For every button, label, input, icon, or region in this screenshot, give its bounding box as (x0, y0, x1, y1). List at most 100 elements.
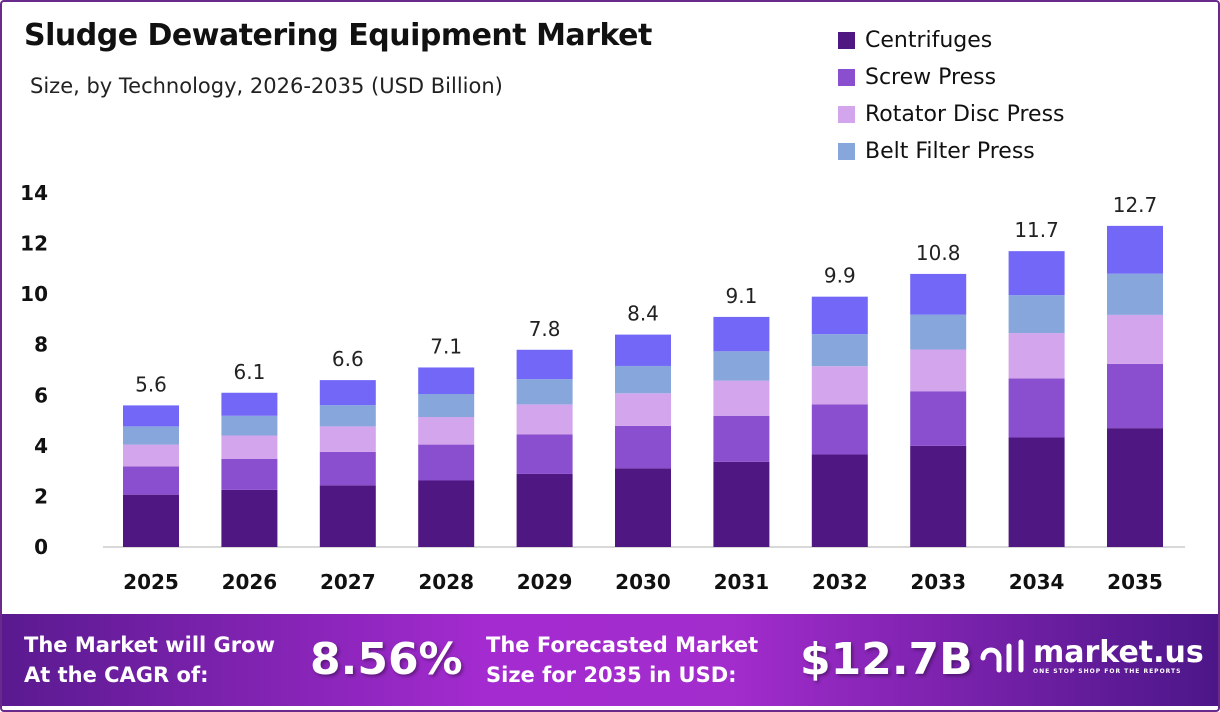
bar-segment-rotator-disc-press (1008, 333, 1065, 379)
bar-segment-belt-filter-press (615, 365, 671, 394)
bar-segment-series-5 (1008, 251, 1065, 296)
bar-segment-rotator-disc-press (123, 444, 179, 467)
bar-segment-centrifuges (910, 445, 967, 547)
bar-segment-series-5 (615, 334, 671, 366)
chart-title: Sludge Dewatering Equipment Market (24, 18, 652, 53)
bar-segment-rotator-disc-press (811, 366, 868, 405)
bar-segment-centrifuges (123, 494, 179, 547)
x-tick-label: 2026 (222, 570, 278, 594)
bar-segment-rotator-disc-press (516, 404, 573, 435)
bar-segment-rotator-disc-press (910, 349, 967, 392)
x-tick-label: 2032 (812, 570, 868, 594)
bar-segment-belt-filter-press (1008, 295, 1065, 334)
total-data-label: 11.7 (1014, 218, 1059, 242)
total-data-label: 12.7 (1113, 193, 1158, 217)
bar-segment-centrifuges (615, 468, 671, 547)
bar-segment-centrifuges (713, 461, 770, 547)
legend-label: Screw Press (865, 65, 997, 90)
bar-segment-centrifuges (1008, 437, 1065, 547)
x-tick-label: 2030 (615, 570, 671, 594)
total-data-label: 9.1 (725, 284, 757, 308)
bar-segment-belt-filter-press (418, 394, 475, 418)
bar-segment-centrifuges (811, 454, 868, 547)
market-us-logo: market.us ONE STOP SHOP FOR THE REPORTS (977, 636, 1204, 676)
total-data-label: 7.1 (430, 334, 462, 358)
bar-segment-screw-press (418, 444, 475, 481)
bar-segment-belt-filter-press (123, 426, 179, 445)
legend-item: Rotator Disc Press (838, 96, 1065, 133)
bar-segment-rotator-disc-press (418, 417, 475, 445)
legend-swatch (838, 106, 855, 123)
legend-item: Centrifuges (838, 22, 1065, 59)
y-tick-label: 10 (20, 282, 48, 306)
bar-segment-centrifuges (516, 473, 573, 547)
bar-segment-centrifuges (1107, 428, 1163, 547)
x-tick-label: 2034 (1009, 570, 1065, 594)
size-label: The Forecasted Market Size for 2035 in U… (486, 630, 758, 690)
y-tick-label: 6 (34, 383, 48, 407)
cagr-label-line1: The Market will Grow (24, 633, 275, 657)
bar-segment-screw-press (1107, 363, 1163, 429)
bar-segment-screw-press (319, 451, 376, 486)
bar-segment-belt-filter-press (1107, 273, 1163, 315)
bar-segment-series-5 (713, 316, 770, 352)
cagr-label-line2: At the CAGR of: (24, 663, 209, 687)
x-tick-label: 2035 (1107, 570, 1163, 594)
bar-segment-screw-press (713, 415, 770, 462)
bar-segment-centrifuges (319, 485, 376, 547)
legend-swatch (838, 32, 855, 49)
legend-label: Rotator Disc Press (865, 102, 1065, 127)
summary-banner: The Market will Grow At the CAGR of: 8.5… (2, 614, 1218, 706)
size-label-line2: Size for 2035 in USD: (486, 663, 737, 687)
bar-segment-screw-press (221, 459, 278, 490)
cagr-value: 8.56% (310, 634, 463, 685)
y-tick-label: 2 (34, 484, 48, 508)
bar-segment-rotator-disc-press (1107, 314, 1163, 364)
size-label-line1: The Forecasted Market (486, 633, 759, 657)
y-tick-label: 8 (34, 333, 48, 357)
bar-segment-series-5 (319, 380, 376, 406)
total-data-label: 6.6 (332, 347, 364, 371)
x-tick-label: 2028 (418, 570, 474, 594)
legend-swatch (838, 143, 855, 160)
bar-segment-rotator-disc-press (713, 380, 770, 416)
y-tick-label: 0 (34, 535, 48, 559)
bar-segment-screw-press (1008, 378, 1065, 438)
x-tick-label: 2031 (714, 570, 770, 594)
bar-segment-screw-press (516, 434, 573, 474)
bar-segment-series-5 (123, 405, 179, 427)
bar-segment-screw-press (811, 404, 868, 455)
logo-name: market.us (1033, 634, 1204, 670)
legend-label: Belt Filter Press (865, 139, 1035, 164)
bar-segment-rotator-disc-press (221, 435, 278, 460)
size-value: $12.7B (800, 634, 973, 685)
legend-item: Screw Press (838, 59, 1065, 96)
bar-segment-rotator-disc-press (319, 426, 376, 452)
bar-segment-belt-filter-press (516, 379, 573, 405)
stacked-bar-chart: 0 2 4 6 8 10 12 14 5.6 2025 6.1 2026 6.6 2027 7.1 2028 7… (20, 181, 1185, 594)
x-tick-label: 2029 (517, 570, 573, 594)
bar-segment-series-5 (516, 349, 573, 380)
logo-icon (980, 639, 1024, 673)
total-data-label: 7.8 (529, 317, 561, 341)
legend-item: Belt Filter Press (838, 133, 1065, 170)
bar-segment-rotator-disc-press (615, 393, 671, 426)
y-tick-label: 12 (20, 232, 48, 256)
y-tick-label: 4 (34, 434, 48, 458)
bar-segment-series-5 (910, 273, 967, 315)
legend: Centrifuges Screw Press Rotator Disc Press… (838, 22, 1065, 170)
legend-label: Centrifuges (865, 28, 993, 53)
total-data-label: 9.9 (824, 264, 856, 288)
chart-subtitle: Size, by Technology, 2026-2035 (USD Bill… (30, 74, 503, 98)
bar-segment-series-5 (221, 392, 278, 416)
bar-segment-centrifuges (418, 480, 475, 547)
total-data-label: 8.4 (627, 302, 659, 326)
bar-segment-belt-filter-press (319, 405, 376, 427)
y-tick-label: 14 (20, 181, 48, 205)
bar-segment-screw-press (910, 391, 967, 446)
logo-tagline: ONE STOP SHOP FOR THE REPORTS (1033, 667, 1182, 675)
bar-segment-centrifuges (221, 489, 278, 547)
legend-swatch (838, 69, 855, 86)
x-tick-label: 2025 (123, 570, 179, 594)
